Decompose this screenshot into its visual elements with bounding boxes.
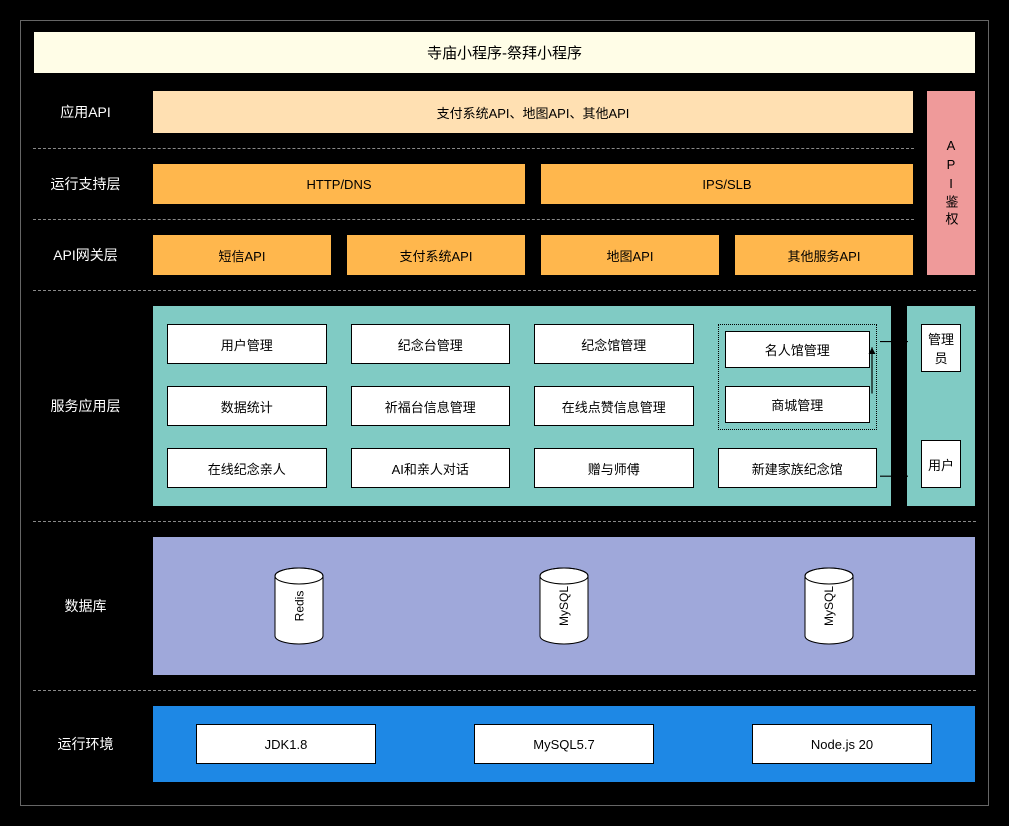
layer-label-env: 运行环境 — [33, 705, 138, 783]
service-box: 纪念馆管理 — [534, 324, 694, 364]
env-box: Node.js 20 — [752, 724, 932, 764]
service-box: 用户管理 — [167, 324, 327, 364]
service-box: 名人馆管理 — [725, 331, 871, 368]
separator — [33, 521, 976, 522]
env-box: JDK1.8 — [196, 724, 376, 764]
separator — [33, 690, 976, 691]
service-panel: 用户管理 纪念台管理 纪念馆管理 名人馆管理 商城管理 数据统计 祈福台信息管理… — [152, 305, 892, 507]
env-box: MySQL5.7 — [474, 724, 654, 764]
db-label: MySQL — [557, 586, 571, 626]
layer-label-runtime: 运行支持层 — [33, 163, 138, 205]
db-panel: Redis MySQL MySQL — [152, 536, 976, 676]
service-box: 商城管理 — [725, 386, 871, 423]
gateway-box: 地图API — [540, 234, 720, 276]
layer-label-db: 数据库 — [33, 536, 138, 676]
service-box: 赠与师傅 — [534, 448, 694, 488]
separator — [33, 219, 914, 220]
gateway-box: 支付系统API — [346, 234, 526, 276]
api-box: 支付系统API、地图API、其他API — [152, 90, 914, 134]
db-cylinder: Redis — [273, 567, 325, 645]
layer-label-gateway: API网关层 — [33, 234, 138, 276]
layer-service: 服务应用层 用户管理 纪念台管理 纪念馆管理 名人馆管理 商城管理 数据统计 祈… — [33, 295, 976, 517]
db-cylinder: MySQL — [538, 567, 590, 645]
upper-section: 应用API 支付系统API、地图API、其他API 运行支持层 HTTP/DNS… — [33, 80, 976, 286]
gateway-box: 其他服务API — [734, 234, 914, 276]
role-admin: 管理员 — [921, 324, 961, 372]
separator — [33, 290, 976, 291]
layer-runtime-support: 运行支持层 HTTP/DNS IPS/SLB — [33, 153, 914, 215]
service-box: 新建家族纪念馆 — [718, 448, 878, 488]
api-auth-box: API鉴权 — [926, 90, 976, 276]
runtime-box: HTTP/DNS — [152, 163, 526, 205]
db-cylinder: MySQL — [803, 567, 855, 645]
admin-group: 名人馆管理 商城管理 — [718, 324, 878, 430]
service-box: 纪念台管理 — [351, 324, 511, 364]
separator — [33, 148, 914, 149]
service-box: 在线纪念亲人 — [167, 448, 327, 488]
diagram-container: 寺庙小程序-祭拜小程序 应用API 支付系统API、地图API、其他API 运行… — [20, 20, 989, 806]
db-label: MySQL — [822, 586, 836, 626]
service-box: AI和亲人对话 — [351, 448, 511, 488]
diagram-title: 寺庙小程序-祭拜小程序 — [33, 31, 976, 74]
service-box: 祈福台信息管理 — [351, 386, 511, 426]
layer-env: 运行环境 JDK1.8 MySQL5.7 Node.js 20 — [33, 695, 976, 793]
layer-label-service: 服务应用层 — [33, 305, 138, 507]
role-user: 用户 — [921, 440, 961, 488]
role-panel: 管理员 用户 — [906, 305, 976, 507]
layer-label-api: 应用API — [33, 90, 138, 134]
layer-database: 数据库 Redis MySQL — [33, 526, 976, 686]
layer-api: 应用API 支付系统API、地图API、其他API — [33, 80, 914, 144]
service-box: 在线点赞信息管理 — [534, 386, 694, 426]
layer-api-gateway: API网关层 短信API 支付系统API 地图API 其他服务API — [33, 224, 914, 286]
env-panel: JDK1.8 MySQL5.7 Node.js 20 — [152, 705, 976, 783]
db-label: Redis — [292, 591, 306, 622]
runtime-box: IPS/SLB — [540, 163, 914, 205]
service-box: 数据统计 — [167, 386, 327, 426]
gateway-box: 短信API — [152, 234, 332, 276]
